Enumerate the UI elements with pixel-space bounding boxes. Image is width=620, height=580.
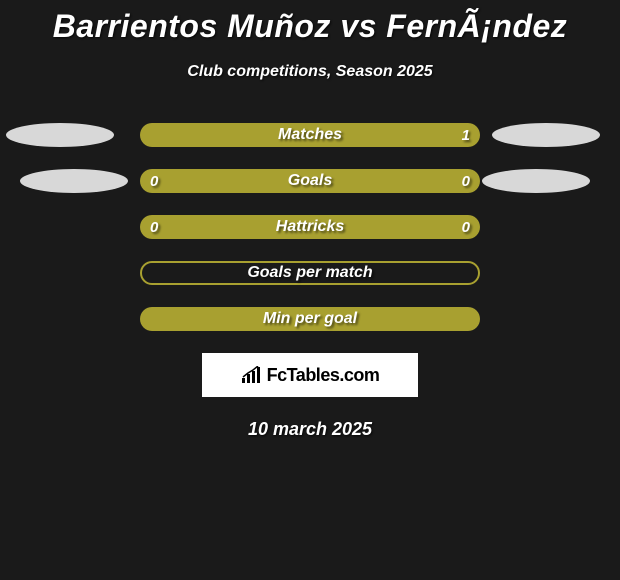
stats-rows: Matches 1 Goals 0 0 Hattricks 0 0 Goals per matc… [0,123,620,331]
stat-row: Goals per match [0,261,620,285]
logo-text: FcTables.com [267,365,380,386]
player1-name: Barrientos Muñoz [53,8,331,44]
stat-label: Min per goal [263,310,357,328]
player1-ellipse [20,169,128,193]
player1-ellipse [6,123,114,147]
vs-label: vs [340,8,377,44]
player2-name: FernÃ¡ndez [386,8,567,44]
stat-row: Goals 0 0 [0,169,620,193]
stat-bar: Matches 1 [140,123,480,147]
stat-row: Min per goal [0,307,620,331]
stat-value-left: 0 [150,219,158,236]
stat-label: Hattricks [276,218,344,236]
stat-value-right: 0 [462,219,470,236]
stat-row: Hattricks 0 0 [0,215,620,239]
player2-ellipse [482,169,590,193]
stat-bar: Goals 0 0 [140,169,480,193]
comparison-card: Barrientos Muñoz vs FernÃ¡ndez Club comp… [0,0,620,440]
stat-row: Matches 1 [0,123,620,147]
stat-bar: Min per goal [140,307,480,331]
page-title: Barrientos Muñoz vs FernÃ¡ndez [0,8,620,45]
logo-box[interactable]: FcTables.com [202,353,418,397]
stat-label: Goals per match [247,264,372,282]
stat-label: Goals [288,172,332,190]
stat-value-right: 1 [462,127,470,144]
date-text: 10 march 2025 [0,419,620,440]
chart-icon [241,366,263,384]
stat-bar: Hattricks 0 0 [140,215,480,239]
logo: FcTables.com [241,365,380,386]
stat-label: Matches [278,126,342,144]
player2-ellipse [492,123,600,147]
stat-bar: Goals per match [140,261,480,285]
subtitle: Club competitions, Season 2025 [0,63,620,81]
stat-value-left: 0 [150,173,158,190]
stat-value-right: 0 [462,173,470,190]
